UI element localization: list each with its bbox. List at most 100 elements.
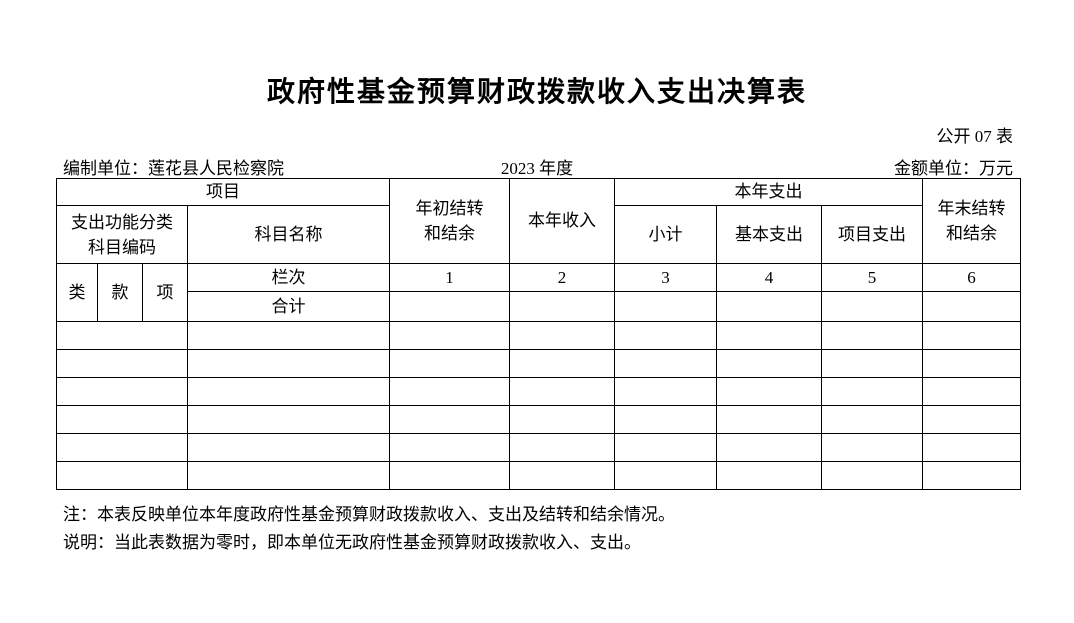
header-func-class-code: 支出功能分类 科目编码 [56, 205, 188, 264]
empty-cell [509, 349, 615, 378]
empty-cell [922, 349, 1021, 378]
table-row [56, 377, 1021, 406]
header-row-2: 支出功能分类 科目编码 科目名称 小计 基本支出 项目支出 [56, 205, 1021, 264]
empty-cell [821, 377, 923, 406]
total-value-3 [614, 291, 717, 322]
footnotes: 注：本表反映单位本年度政府性基金预算财政拨款收入、支出及结转和结余情况。 说明：… [63, 501, 1023, 557]
header-end-balance-line1: 年末结转 [937, 199, 1006, 218]
total-value-4 [716, 291, 822, 322]
header-begin-balance-line2: 和结余 [424, 224, 475, 243]
column-number-1: 1 [389, 263, 510, 292]
fiscal-year: 2023 年度 [500, 159, 574, 178]
header-expense-group: 本年支出 [614, 178, 923, 206]
table-row [56, 349, 1021, 378]
column-number-3: 3 [614, 263, 717, 292]
header-basic-expense: 基本支出 [716, 205, 822, 264]
empty-cell [187, 433, 390, 462]
header-end-balance: 年末结转 和结余 [922, 178, 1021, 264]
empty-cell [614, 349, 717, 378]
column-number-2: 2 [509, 263, 615, 292]
empty-cell [389, 349, 510, 378]
header-subtotal: 小计 [614, 205, 717, 264]
empty-cell [389, 321, 510, 350]
column-number-6: 6 [922, 263, 1021, 292]
empty-cell [821, 461, 923, 490]
header-end-balance-line2: 和结余 [946, 224, 997, 243]
empty-cell [509, 321, 615, 350]
empty-cell [389, 433, 510, 462]
empty-cell [716, 405, 822, 434]
empty-cell [614, 405, 717, 434]
header-row-1: 项目 年初结转 和结余 本年收入 本年支出 年末结转 和结余 [56, 178, 1021, 264]
footnote-explanation: 说明：当此表数据为零时，即本单位无政府性基金预算财政拨款收入、支出。 [63, 533, 641, 552]
empty-cell [716, 433, 822, 462]
total-value-2 [509, 291, 615, 322]
empty-code-cell [56, 433, 188, 462]
page-title: 政府性基金预算财政拨款收入支出决算表 [266, 77, 807, 108]
table-row [56, 321, 1021, 350]
table-row [56, 405, 1021, 434]
empty-cell [389, 405, 510, 434]
empty-cell [922, 405, 1021, 434]
header-begin-balance-line1: 年初结转 [415, 199, 484, 218]
header-subject-name: 科目名称 [187, 205, 390, 264]
empty-cell [187, 461, 390, 490]
header-section: 款 [97, 263, 143, 322]
empty-cell [389, 377, 510, 406]
empty-cell [389, 461, 510, 490]
prepared-by-unit: 编制单位：莲花县人民检察院 [63, 159, 284, 178]
total-value-5 [821, 291, 923, 322]
empty-cell [614, 433, 717, 462]
empty-cell [716, 349, 822, 378]
empty-cell [922, 377, 1021, 406]
empty-cell [187, 321, 390, 350]
empty-cell [509, 461, 615, 490]
total-value-1 [389, 291, 510, 322]
empty-code-cell [56, 349, 188, 378]
column-index-label: 栏次 [187, 263, 390, 292]
table-row [56, 461, 1021, 490]
empty-cell [716, 377, 822, 406]
total-value-6 [922, 291, 1021, 322]
total-label: 合计 [187, 291, 390, 322]
total-row: 合计 [57, 291, 1021, 322]
empty-cell [614, 377, 717, 406]
empty-cell [922, 461, 1021, 490]
empty-cell [614, 321, 717, 350]
empty-cell [187, 377, 390, 406]
empty-cell [821, 321, 923, 350]
empty-cell [187, 349, 390, 378]
empty-cell [821, 433, 923, 462]
empty-cell [614, 461, 717, 490]
fund-budget-table: 项目 年初结转 和结余 本年收入 本年支出 年末结转 和结余 支出功能分类 科目… [56, 178, 1021, 490]
amount-unit: 金额单位：万元 [894, 159, 1013, 178]
empty-cell [922, 433, 1021, 462]
empty-code-cell [56, 405, 188, 434]
meta-row: 编制单位：莲花县人民检察院 2023 年度 金额单位：万元 [0, 154, 1074, 178]
header-begin-balance: 年初结转 和结余 [389, 178, 510, 264]
column-number-4: 4 [716, 263, 822, 292]
empty-cell [509, 405, 615, 434]
empty-code-cell [56, 321, 188, 350]
empty-cell [187, 405, 390, 434]
column-number-5: 5 [821, 263, 923, 292]
footnote-note: 注：本表反映单位本年度政府性基金预算财政拨款收入、支出及结转和结余情况。 [63, 505, 675, 524]
table-row [56, 433, 1021, 462]
header-func-class-code-line1: 支出功能分类 [71, 212, 173, 232]
header-item: 项 [142, 263, 188, 322]
table-code: 公开 07 表 [936, 127, 1014, 146]
column-index-row: 类 款 项 栏次 1 2 3 4 5 6 [56, 263, 1021, 322]
header-current-income: 本年收入 [509, 178, 615, 264]
empty-code-cell [56, 377, 188, 406]
empty-cell [821, 349, 923, 378]
empty-cell [821, 405, 923, 434]
empty-cell [716, 321, 822, 350]
empty-cell [716, 461, 822, 490]
empty-cell [922, 321, 1021, 350]
header-class: 类 [56, 263, 98, 322]
header-project-expense: 项目支出 [821, 205, 923, 264]
header-item-group: 项目 [56, 178, 390, 206]
empty-cell [509, 377, 615, 406]
empty-cell [509, 433, 615, 462]
